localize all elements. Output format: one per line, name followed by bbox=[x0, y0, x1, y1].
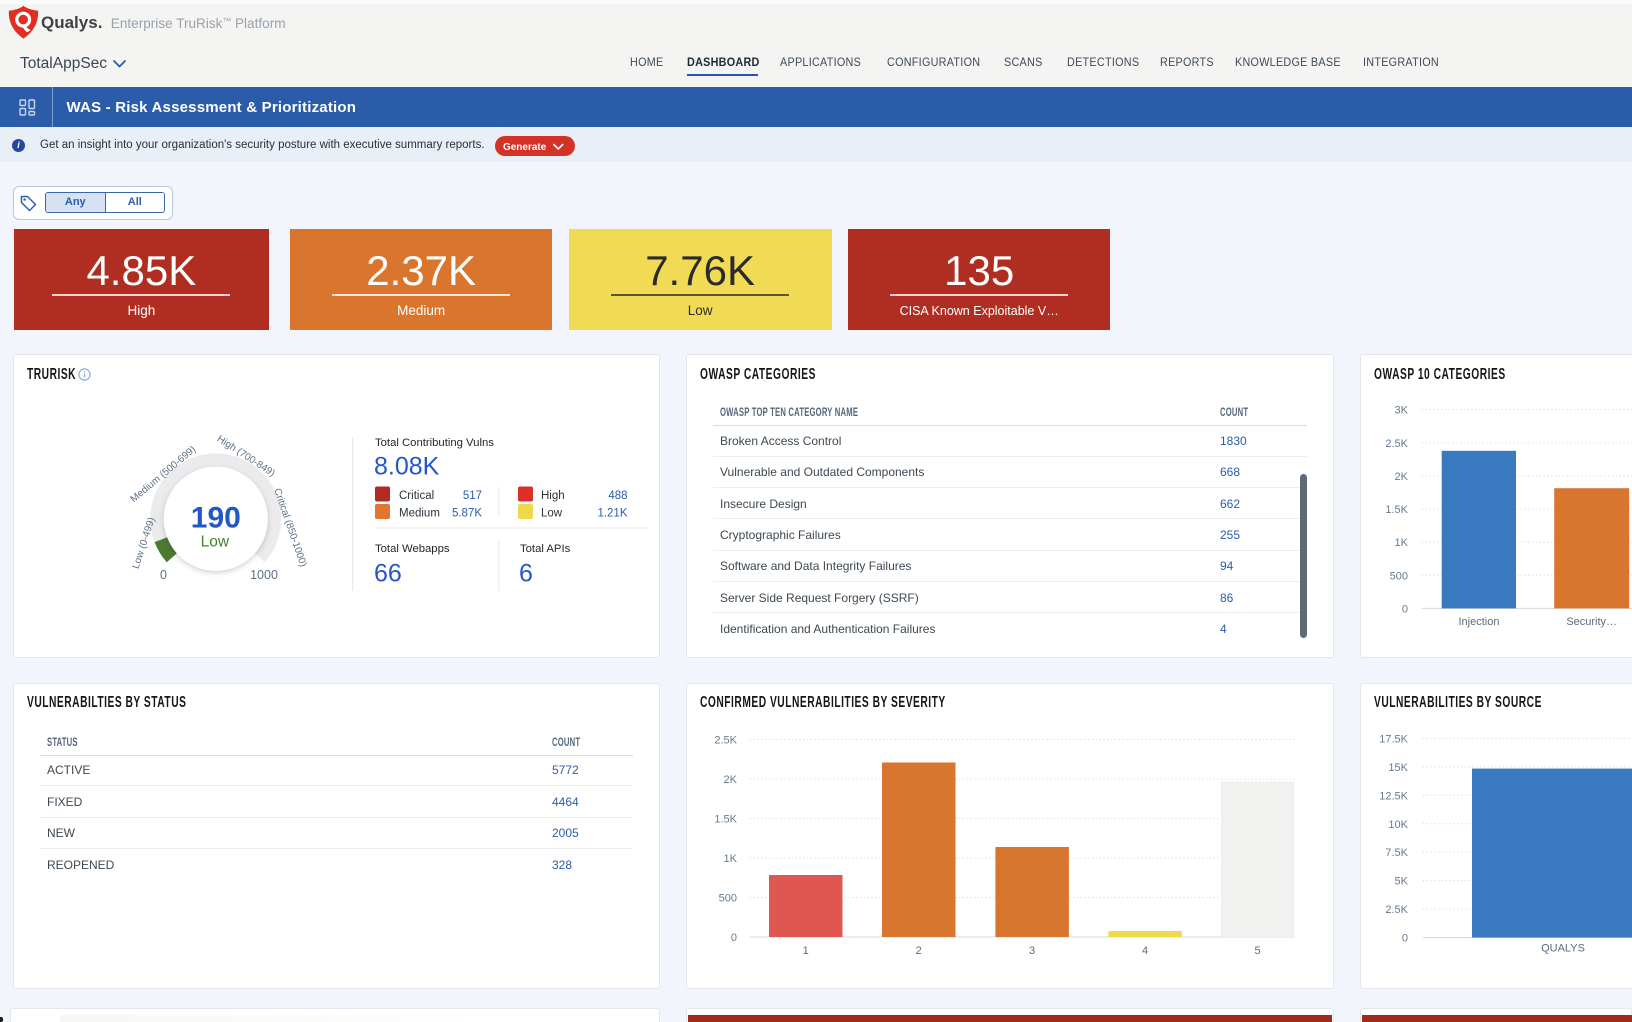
svg-text:0: 0 bbox=[731, 932, 737, 944]
svg-text:3K: 3K bbox=[1395, 405, 1409, 417]
svg-text:1.21K: 1.21K bbox=[597, 508, 627, 520]
svg-text:17.5K: 17.5K bbox=[1379, 734, 1408, 746]
svg-text:8.08K: 8.08K bbox=[374, 453, 440, 481]
svg-text:1000: 1000 bbox=[250, 568, 278, 582]
svg-text:3: 3 bbox=[1029, 945, 1035, 957]
svg-text:2.5K: 2.5K bbox=[1385, 438, 1408, 450]
svg-text:Critical: Critical bbox=[399, 490, 434, 502]
svg-text:Total APIs: Total APIs bbox=[520, 543, 571, 555]
svg-text:4: 4 bbox=[1142, 945, 1148, 957]
svg-text:1K: 1K bbox=[1395, 537, 1409, 549]
svg-text:488: 488 bbox=[608, 490, 627, 502]
svg-text:0: 0 bbox=[160, 568, 167, 582]
svg-text:2: 2 bbox=[916, 945, 922, 957]
svg-text:2K: 2K bbox=[724, 774, 738, 786]
svg-text:7.5K: 7.5K bbox=[1385, 847, 1408, 859]
svg-text:5.87K: 5.87K bbox=[452, 508, 482, 520]
svg-text:66: 66 bbox=[374, 560, 402, 588]
svg-text:QUALYS: QUALYS bbox=[1541, 943, 1585, 955]
svg-text:2K: 2K bbox=[1395, 471, 1409, 483]
svg-text:1K: 1K bbox=[724, 853, 738, 865]
svg-text:Low: Low bbox=[541, 508, 563, 520]
svg-text:0: 0 bbox=[1402, 933, 1408, 945]
svg-text:Security…: Security… bbox=[1566, 616, 1617, 628]
svg-text:517: 517 bbox=[463, 490, 482, 502]
svg-text:Low: Low bbox=[201, 534, 230, 551]
svg-text:High: High bbox=[541, 490, 565, 502]
svg-text:Total Contributing Vulns: Total Contributing Vulns bbox=[375, 437, 494, 449]
svg-text:15K: 15K bbox=[1388, 762, 1408, 774]
svg-text:Total Webapps: Total Webapps bbox=[375, 543, 450, 555]
svg-text:500: 500 bbox=[719, 893, 737, 905]
svg-text:1.5K: 1.5K bbox=[714, 814, 737, 826]
svg-text:5K: 5K bbox=[1395, 876, 1409, 888]
svg-text:6: 6 bbox=[519, 560, 533, 588]
svg-text:5: 5 bbox=[1254, 945, 1260, 957]
svg-text:0: 0 bbox=[1402, 603, 1408, 615]
svg-text:2.5K: 2.5K bbox=[714, 735, 737, 747]
svg-text:2.5K: 2.5K bbox=[1385, 904, 1408, 916]
svg-text:12.5K: 12.5K bbox=[1379, 790, 1408, 802]
svg-text:1.5K: 1.5K bbox=[1385, 504, 1408, 516]
svg-text:Medium: Medium bbox=[399, 508, 440, 520]
svg-text:Injection: Injection bbox=[1459, 616, 1500, 628]
svg-text:1: 1 bbox=[803, 945, 809, 957]
svg-text:Low (0-499): Low (0-499) bbox=[131, 516, 158, 570]
svg-text:500: 500 bbox=[1390, 570, 1408, 582]
svg-text:10K: 10K bbox=[1388, 819, 1408, 831]
svg-text:190: 190 bbox=[191, 502, 241, 535]
